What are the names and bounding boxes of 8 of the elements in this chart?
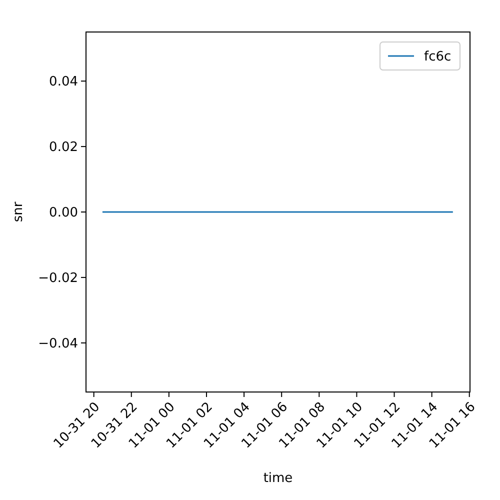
y-tick-label: −0.04 <box>38 336 78 352</box>
y-tick-label: 0.04 <box>49 74 78 90</box>
y-tick-label: −0.02 <box>38 271 78 286</box>
y-tick-label: 0.02 <box>49 140 78 156</box>
x-axis-title: time <box>263 471 293 486</box>
y-tick-label: 0.00 <box>49 206 78 221</box>
legend-label: fc6c <box>424 50 452 65</box>
y-axis-title: snr <box>11 201 26 222</box>
